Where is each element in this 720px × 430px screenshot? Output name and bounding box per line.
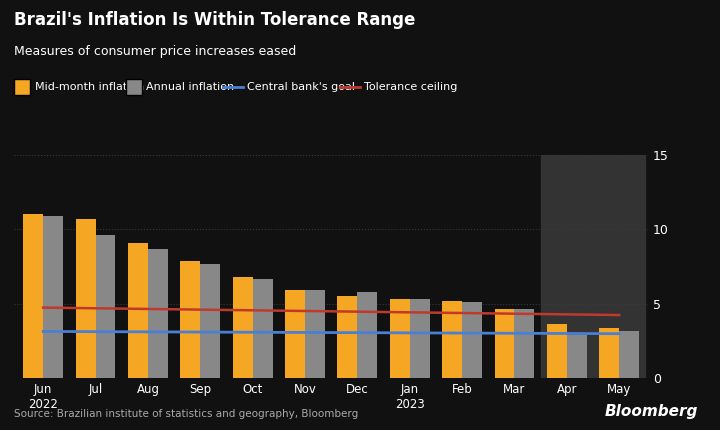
Bar xyxy=(200,264,220,378)
Bar xyxy=(128,243,148,378)
Text: Source: Brazilian institute of statistics and geography, Bloomberg: Source: Brazilian institute of statistic… xyxy=(14,409,359,419)
Bar xyxy=(547,324,567,378)
Bar xyxy=(76,219,96,378)
Text: Brazil's Inflation Is Within Tolerance Range: Brazil's Inflation Is Within Tolerance R… xyxy=(14,11,415,29)
Bar xyxy=(442,301,462,378)
Bar xyxy=(23,215,43,378)
Bar xyxy=(599,329,619,378)
Bar xyxy=(253,279,273,378)
Bar xyxy=(541,155,593,378)
Bar xyxy=(567,335,587,378)
Text: Central bank's goal: Central bank's goal xyxy=(247,82,355,92)
Text: Measures of consumer price increases eased: Measures of consumer price increases eas… xyxy=(14,45,297,58)
Bar xyxy=(285,290,305,378)
Bar xyxy=(233,277,253,378)
Text: Bloomberg: Bloomberg xyxy=(605,404,698,419)
Bar xyxy=(390,299,410,378)
Bar xyxy=(305,290,325,378)
Bar xyxy=(96,234,115,378)
Bar xyxy=(495,309,515,378)
Bar xyxy=(462,301,482,378)
Bar xyxy=(181,261,200,378)
Text: Annual inflation: Annual inflation xyxy=(146,82,234,92)
Bar xyxy=(357,292,377,378)
Bar xyxy=(619,332,639,378)
Text: Mid-month inflation: Mid-month inflation xyxy=(35,82,144,92)
Bar xyxy=(43,216,63,378)
Bar xyxy=(593,155,645,378)
Bar xyxy=(148,249,168,378)
Bar xyxy=(338,296,357,378)
Bar xyxy=(515,309,534,378)
Bar xyxy=(410,299,430,378)
Text: Tolerance ceiling: Tolerance ceiling xyxy=(364,82,457,92)
